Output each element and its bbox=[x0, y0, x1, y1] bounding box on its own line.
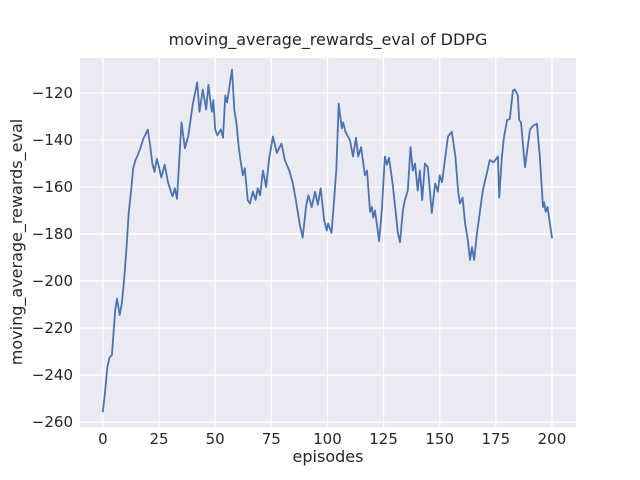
y-axis-label: moving_average_rewards_eval bbox=[7, 119, 27, 365]
x-tick-labels: 0 25 50 75 100 125 150 175 200 bbox=[98, 430, 566, 448]
x-tick-label: 75 bbox=[262, 430, 281, 448]
x-tick-label: 50 bbox=[206, 430, 225, 448]
y-tick-label: −200 bbox=[32, 272, 73, 290]
x-tick-label: 200 bbox=[538, 430, 567, 448]
x-axis-label: episodes bbox=[293, 447, 364, 466]
chart-title: moving_average_rewards_eval of DDPG bbox=[169, 30, 488, 50]
x-tick-label: 175 bbox=[482, 430, 511, 448]
y-tick-label: −120 bbox=[32, 84, 73, 102]
y-tick-label: −240 bbox=[32, 366, 73, 384]
x-tick-label: 25 bbox=[149, 430, 168, 448]
x-tick-label: 125 bbox=[369, 430, 398, 448]
y-tick-labels: −120 −140 −160 −180 −200 −220 −240 −260 bbox=[32, 84, 73, 431]
x-tick-label: 150 bbox=[425, 430, 454, 448]
y-tick-label: −160 bbox=[32, 178, 73, 196]
y-gridlines bbox=[80, 92, 576, 423]
reward-series-line bbox=[102, 68, 553, 413]
x-tick-label: 0 bbox=[98, 430, 108, 448]
y-tick-label: −220 bbox=[32, 319, 73, 337]
x-tick-label: 100 bbox=[313, 430, 342, 448]
y-tick-label: −180 bbox=[32, 225, 73, 243]
y-tick-label: −260 bbox=[32, 413, 73, 431]
y-tick-label: −140 bbox=[32, 131, 73, 149]
